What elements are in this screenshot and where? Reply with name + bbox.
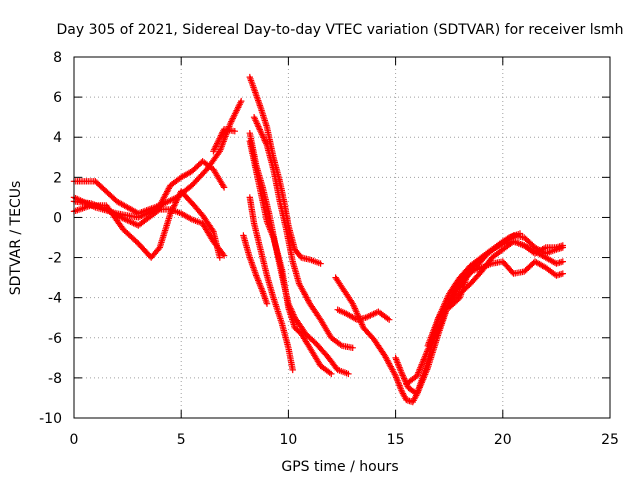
y-tick-label: 2 (53, 170, 62, 186)
data-point (504, 235, 511, 242)
series-track-c (70, 97, 245, 221)
data-point (345, 370, 352, 378)
grid (74, 57, 610, 418)
axis-ticks: 0 5 10 15 20 25 -10 -8 -6 -4 -2 0 2 4 6 8 (39, 50, 619, 448)
data-point (559, 270, 566, 277)
series-track-k (240, 232, 271, 307)
data-point (255, 124, 263, 132)
y-tick-label: 4 (53, 130, 62, 146)
series-track-e (210, 126, 238, 155)
data-point (261, 137, 268, 144)
y-tick-label: -8 (48, 371, 62, 387)
y-tick-label: 0 (53, 210, 62, 226)
data-point (398, 370, 406, 378)
x-tick-label: 15 (387, 432, 405, 448)
data-point (252, 117, 259, 124)
x-tick-label: 5 (177, 432, 186, 448)
data-point (289, 366, 296, 374)
series-track-g (250, 114, 356, 351)
x-tick-label: 20 (494, 432, 512, 448)
data-point (212, 143, 219, 150)
data-point (238, 97, 245, 105)
data-point (317, 260, 324, 267)
data-marks (70, 73, 566, 406)
data-point (209, 226, 216, 234)
data-point (118, 214, 125, 221)
data-point (220, 184, 228, 191)
data-point (250, 114, 258, 121)
data-point (121, 215, 128, 223)
data-point (220, 182, 227, 190)
data-point (231, 128, 238, 135)
y-tick-label: -6 (48, 331, 62, 347)
series-track-b (70, 188, 223, 261)
series-track-p (424, 238, 566, 349)
data-point (220, 252, 228, 259)
series-track-q (446, 230, 524, 311)
data-point (559, 242, 566, 249)
data-point (258, 129, 265, 136)
x-tick-label: 10 (279, 432, 297, 448)
data-point (386, 316, 393, 323)
data-point (218, 130, 225, 138)
y-tick-label: -2 (48, 251, 62, 267)
series-track-i (246, 138, 335, 378)
y-tick-label: -10 (39, 411, 62, 427)
data-point (128, 219, 136, 226)
data-point (349, 344, 356, 351)
data-point (559, 258, 566, 265)
data-point (254, 121, 261, 129)
data-point (263, 140, 270, 147)
series-track-l (334, 306, 393, 323)
data-point (337, 341, 344, 348)
data-point (219, 250, 227, 258)
data-point (231, 110, 239, 117)
y-tick-label: -4 (48, 291, 62, 307)
data-point (401, 375, 408, 382)
data-point (187, 215, 194, 222)
series-track-d (70, 198, 228, 259)
data-point (328, 370, 335, 378)
x-tick-label: 25 (601, 432, 619, 448)
data-point (216, 254, 223, 261)
y-axis-label: SDTVAR / TECUs (8, 181, 24, 296)
data-point (125, 217, 133, 225)
y-tick-label: 6 (53, 90, 62, 106)
data-point (516, 230, 524, 237)
x-axis-label: GPS time / hours (281, 459, 398, 475)
x-tick-label: 0 (70, 432, 79, 448)
data-point (263, 300, 271, 307)
data-point (259, 132, 266, 140)
plot-frame (73, 56, 611, 419)
y-tick-label: 8 (53, 50, 62, 66)
series-track-j (246, 194, 296, 374)
chart-title: Day 305 of 2021, Sidereal Day-to-day VTE… (57, 22, 624, 38)
